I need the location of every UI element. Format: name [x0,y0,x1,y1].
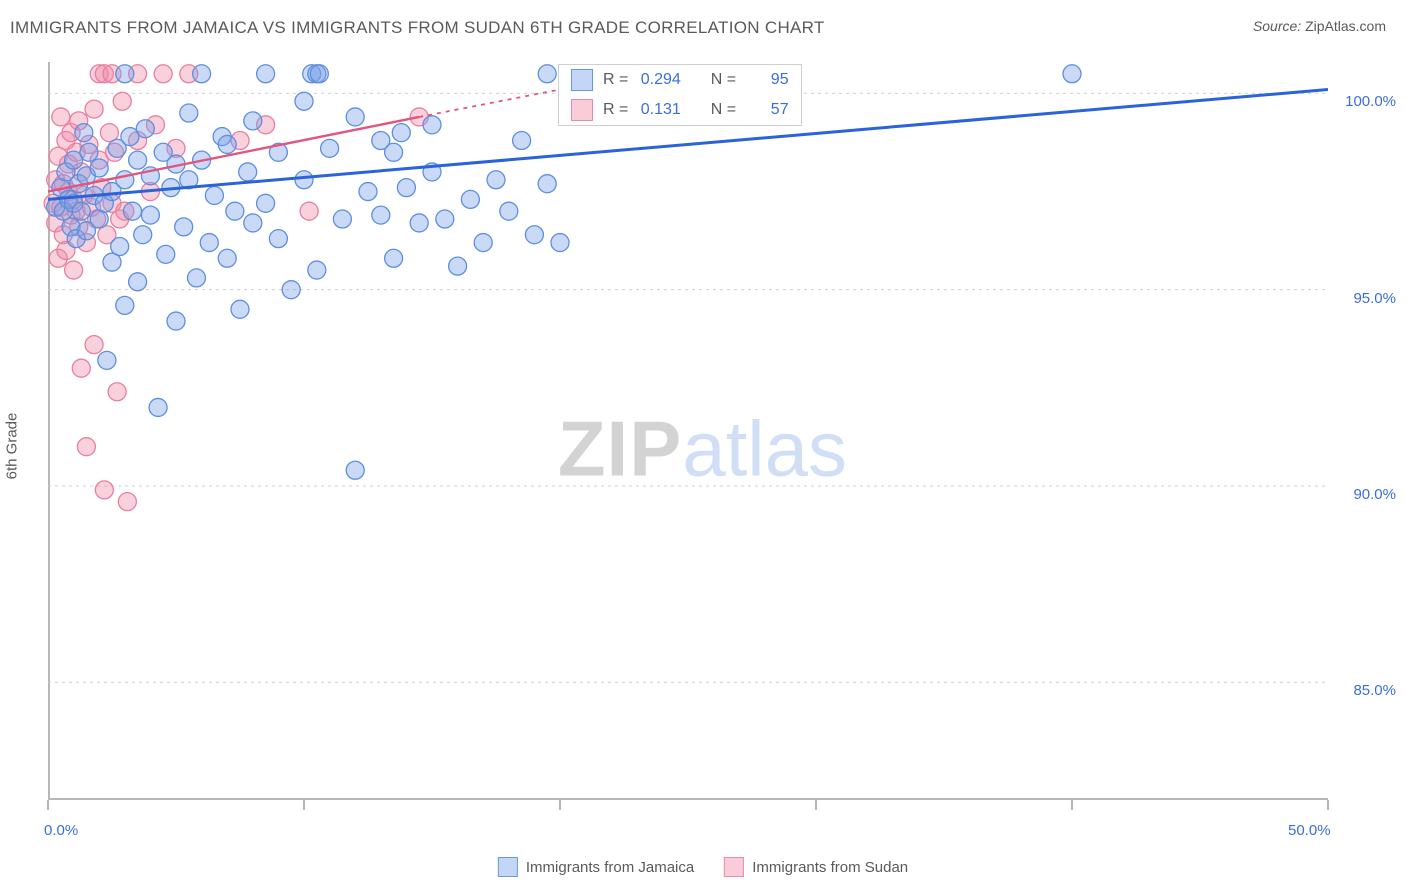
y-tick-label: 95.0% [1353,290,1396,307]
series-swatch [571,99,593,121]
chart-title: IMMIGRANTS FROM JAMAICA VS IMMIGRANTS FR… [10,18,825,38]
stat-row: R = 0.294 N = 95 [559,65,801,95]
y-tick-label: 85.0% [1353,682,1396,699]
x-tick-label: 0.0% [44,822,78,839]
source-attribution: Source: ZipAtlas.com [1253,18,1386,34]
r-label: R = 0.294 [603,71,681,89]
legend-item: Immigrants from Sudan [724,857,908,877]
x-tick-label: 50.0% [1288,822,1331,839]
n-value: 95 [741,71,789,89]
y-axis-label: 6th Grade [4,413,21,480]
legend-item: Immigrants from Jamaica [498,857,694,877]
legend-label: Immigrants from Jamaica [526,859,694,876]
stat-row: R = 0.131 N = 57 [559,95,801,125]
legend-swatch [724,857,744,877]
correlation-stats-box: R = 0.294 N = 95 R = 0.131 N = 57 [558,64,802,126]
y-tick-label: 100.0% [1345,93,1396,110]
y-tick-label: 90.0% [1353,486,1396,503]
r-value: 0.131 [633,101,681,119]
plot-svg [48,62,1328,800]
series-swatch [571,69,593,91]
n-value: 57 [741,101,789,119]
legend-label: Immigrants from Sudan [752,859,908,876]
legend-swatch [498,857,518,877]
plot-area: ZIPatlas R = 0.294N = 95R = 0.131N = 57 … [48,62,1328,800]
r-label: R = 0.131 [603,101,681,119]
n-label: N = 57 [711,101,789,119]
source-label: Source: [1253,18,1301,34]
bottom-legend: Immigrants from Jamaica Immigrants from S… [498,857,908,877]
r-value: 0.294 [633,71,681,89]
source-value: ZipAtlas.com [1305,18,1386,34]
n-label: N = 95 [711,71,789,89]
